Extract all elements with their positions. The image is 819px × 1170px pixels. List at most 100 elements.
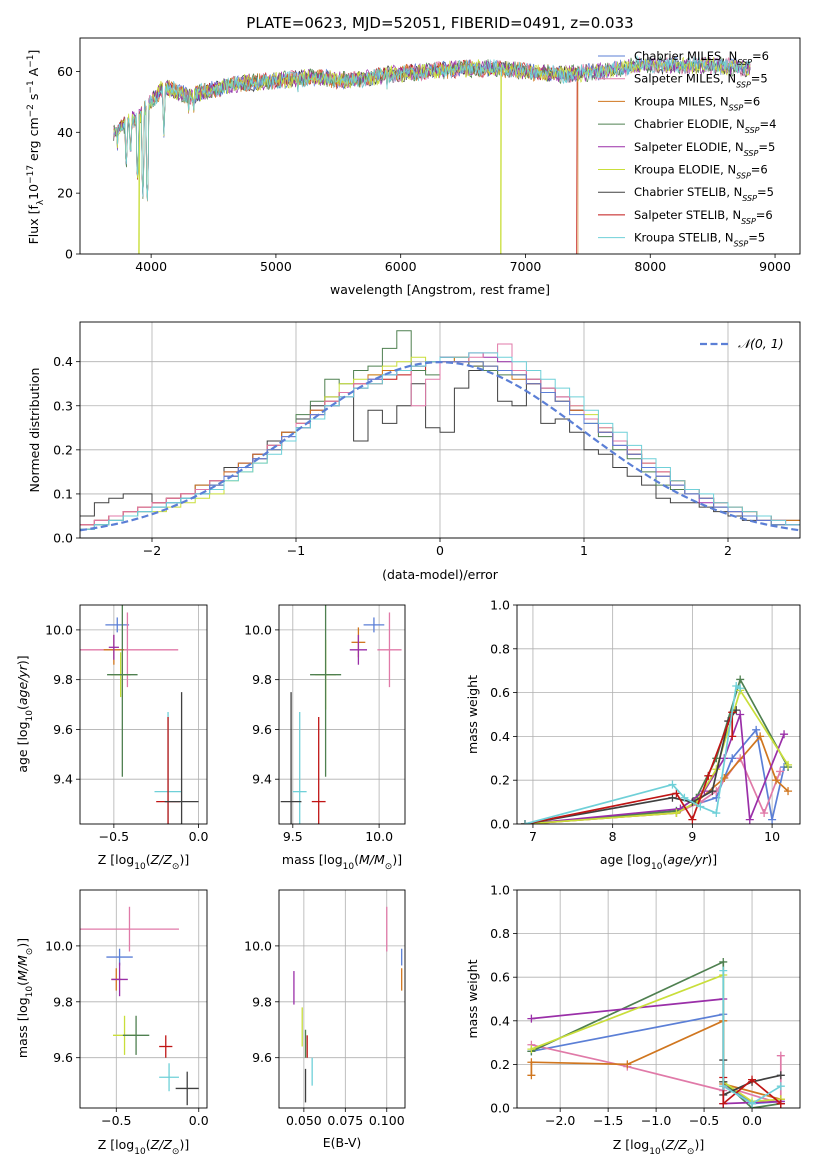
y-tick-label: 9.8 bbox=[252, 994, 272, 1009]
y-tick-label: 60 bbox=[57, 64, 73, 79]
x-tick-label: 5000 bbox=[260, 259, 292, 274]
legend-label: Salpeter STELIB, NSSP=6 bbox=[634, 208, 773, 226]
x-tick-label: 7000 bbox=[510, 259, 542, 274]
axes-frame bbox=[278, 604, 406, 825]
y-axis-label: mass weight bbox=[465, 675, 480, 754]
x-tick-label: 0.0 bbox=[189, 1113, 209, 1128]
x-tick-label: −1.0 bbox=[641, 1113, 671, 1128]
axes-frame bbox=[79, 604, 208, 825]
x-tick-label: −1 bbox=[287, 543, 305, 558]
weight-line-7 bbox=[722, 1077, 782, 1106]
y-tick-label: 40 bbox=[57, 125, 73, 140]
x-tick-label: 0 bbox=[436, 543, 444, 558]
legend-label: Chabrier STELIB, NSSP=5 bbox=[634, 185, 774, 203]
weight-marker-2-2 bbox=[623, 1060, 632, 1069]
weight-line-3 bbox=[524, 677, 789, 824]
weight-marker-7-2 bbox=[748, 1075, 757, 1084]
axes-frame bbox=[278, 889, 406, 1109]
weight-marker-7-1 bbox=[672, 789, 681, 798]
weight-marker-5-0 bbox=[527, 1045, 536, 1054]
y-axis-label: age [log10(age/yr)] bbox=[15, 655, 35, 772]
x-tick-label: −0.5 bbox=[101, 1113, 131, 1128]
plot-area bbox=[80, 330, 800, 532]
y-tick-label: 9.6 bbox=[252, 1050, 272, 1065]
x-axis-label: age [log10(age/yr)] bbox=[600, 852, 717, 872]
y-tick-label: 1.0 bbox=[490, 598, 510, 613]
x-tick-label: 0.050 bbox=[286, 1113, 322, 1128]
x-axis-label: wavelength [Angstrom, rest frame] bbox=[330, 282, 550, 297]
y-tick-label: 20 bbox=[57, 186, 73, 201]
y-tick-label: 0.6 bbox=[490, 970, 510, 985]
panel-mass-weight-vs-age: 7 8 9 10 0.0 0.2 0.4 0.6 0.8 1.0 mass weight age [l… bbox=[465, 598, 801, 872]
x-tick-label: 0.0 bbox=[742, 1113, 762, 1128]
axes-frame bbox=[79, 37, 801, 255]
x-axis-label: E(B-V) bbox=[323, 1135, 362, 1150]
plot-area bbox=[80, 906, 199, 1106]
weight-marker-7-2 bbox=[688, 815, 697, 824]
weight-marker-8-3 bbox=[776, 1082, 785, 1091]
x-axis-label: (data-model)/error bbox=[382, 567, 499, 582]
x-tick-label: 8 bbox=[609, 829, 617, 844]
plot-area bbox=[80, 605, 199, 824]
weight-marker-8-3 bbox=[696, 802, 705, 811]
y-axis-label: Normed distribution bbox=[27, 368, 42, 493]
gaussian-curve bbox=[80, 360, 800, 532]
x-tick-label: 1 bbox=[580, 543, 588, 558]
panel-residual-histogram: −2 −1 0 1 2 0.0 0.1 0.2 0.3 0.4 𝒩(0, 1) (data-model… bbox=[27, 321, 801, 582]
x-tick-label: −2 bbox=[143, 543, 161, 558]
weight-marker-0-3 bbox=[728, 754, 737, 763]
weight-marker-8-2 bbox=[680, 793, 689, 802]
spectrum-line-8 bbox=[113, 55, 751, 201]
figure-title: PLATE=0623, MJD=52051, FIBERID=0491, z=0… bbox=[246, 14, 633, 32]
panel-mass-vs-metallicity: −0.5 0.0 9.6 9.8 10.0 Z [log10(Z/Z⊙)] mass [lo… bbox=[15, 889, 209, 1157]
weight-marker-2-6 bbox=[784, 787, 793, 796]
weight-marker-1-5 bbox=[760, 809, 769, 818]
y-tick-label: 9.8 bbox=[252, 672, 272, 687]
legend-label: Chabrier ELODIE, NSSP=4 bbox=[634, 117, 776, 135]
x-tick-label: 2 bbox=[724, 543, 732, 558]
x-tick-label: 9.5 bbox=[283, 829, 303, 844]
y-axis-label: mass [log10(M/M⊙)] bbox=[15, 938, 35, 1058]
plot-area bbox=[527, 957, 785, 1108]
plot-area bbox=[113, 54, 751, 254]
weight-marker-1-5 bbox=[776, 1051, 785, 1060]
x-tick-label: −0.5 bbox=[689, 1113, 719, 1128]
y-tick-label: 0.0 bbox=[53, 531, 73, 546]
y-tick-label: 9.6 bbox=[53, 1050, 73, 1065]
x-tick-label: 4000 bbox=[135, 259, 167, 274]
x-tick-label: 0.075 bbox=[327, 1113, 363, 1128]
y-tick-label: 10.0 bbox=[244, 622, 272, 637]
y-tick-label: 0.6 bbox=[490, 685, 510, 700]
y-tick-label: 1.0 bbox=[490, 883, 510, 898]
x-tick-label: 10 bbox=[764, 829, 780, 844]
weight-marker-7-3 bbox=[704, 771, 713, 780]
weight-marker-8-4 bbox=[712, 809, 721, 818]
weight-marker-8-1 bbox=[668, 780, 677, 789]
legend-label: Kroupa STELIB, NSSP=5 bbox=[634, 231, 765, 249]
x-tick-label: 8000 bbox=[634, 259, 666, 274]
x-tick-label: 7 bbox=[529, 829, 537, 844]
y-tick-label: 0.2 bbox=[490, 773, 510, 788]
y-tick-label: 0.2 bbox=[53, 442, 73, 457]
y-tick-label: 0.4 bbox=[490, 1013, 510, 1028]
y-axis-label: Flux [fλ10−17 erg cm−2 s−1 A−1] bbox=[26, 50, 46, 245]
weight-marker-3-4 bbox=[736, 675, 745, 684]
x-tick-label: 9000 bbox=[759, 259, 791, 274]
weight-marker-2-4 bbox=[756, 732, 765, 741]
y-tick-label: 9.8 bbox=[53, 994, 73, 1009]
x-tick-label: 0.100 bbox=[369, 1113, 405, 1128]
panel-mass-weight-vs-metallicity: −2.0 −1.5 −1.0 −0.5 0.0 0.0 0.2 0.4 0.6 0.8 1.0 mas… bbox=[465, 883, 801, 1157]
axes-frame bbox=[516, 604, 801, 825]
weight-marker-8-1 bbox=[719, 1082, 728, 1091]
weight-marker-5-1 bbox=[672, 809, 681, 818]
weight-marker-6-1 bbox=[668, 793, 677, 802]
weight-marker-8-6 bbox=[736, 684, 745, 693]
y-tick-label: 0.4 bbox=[53, 354, 73, 369]
x-tick-label: 10.0 bbox=[365, 829, 393, 844]
y-tick-label: 9.6 bbox=[53, 722, 73, 737]
weight-marker-4-6 bbox=[780, 730, 789, 739]
plot-area bbox=[293, 906, 403, 1103]
weight-marker-7-4 bbox=[776, 1099, 785, 1108]
legend-label: Chabrier MILES, NSSP=6 bbox=[634, 49, 769, 67]
y-tick-label: 0.3 bbox=[53, 398, 73, 413]
